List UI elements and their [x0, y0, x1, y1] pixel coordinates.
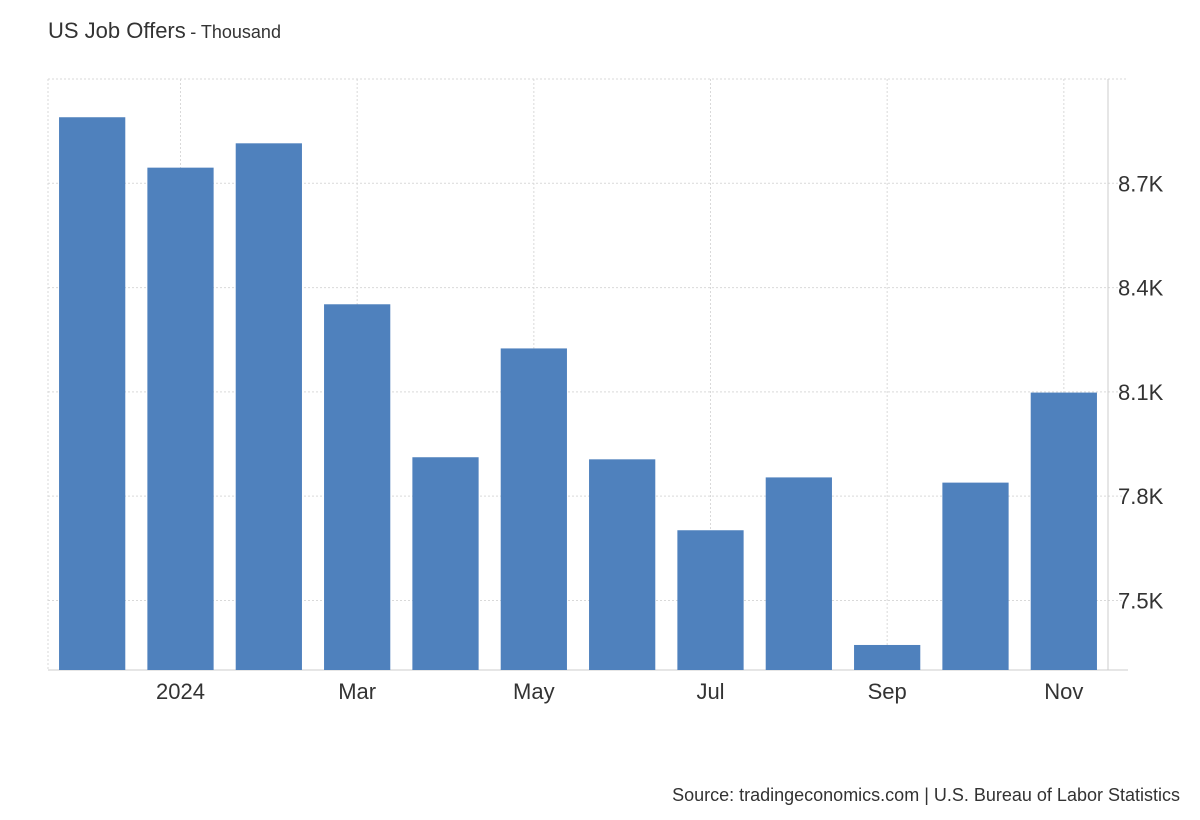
y-tick-label: 7.8K: [1118, 484, 1164, 509]
chart-subtitle: - Thousand: [190, 22, 281, 42]
bar-may-2024[interactable]: [500, 348, 567, 670]
x-tick-label: 2024: [156, 679, 205, 704]
x-tick-label: Nov: [1044, 679, 1083, 704]
bar-feb-2024[interactable]: [235, 143, 302, 671]
y-tick-label: 8.4K: [1118, 276, 1164, 301]
y-tick-label: 8.1K: [1118, 380, 1164, 405]
bar-oct-2024[interactable]: [942, 482, 1009, 670]
bar-apr-2024[interactable]: [412, 457, 479, 670]
x-tick-label: Mar: [338, 679, 376, 704]
bar-jul-2024[interactable]: [677, 530, 744, 670]
bar-jan-2024[interactable]: [147, 167, 214, 670]
y-tick-label: 8.7K: [1118, 171, 1164, 196]
bar-dec-2023[interactable]: [59, 117, 126, 671]
y-tick-label: 7.5K: [1118, 588, 1164, 613]
bar-mar-2024[interactable]: [324, 304, 391, 670]
bar-jun-2024[interactable]: [589, 459, 656, 670]
x-tick-label: Sep: [868, 679, 907, 704]
chart-title-block: US Job Offers - Thousand: [48, 18, 281, 44]
chart-title: US Job Offers: [48, 18, 186, 43]
bar-chart: 7.5K 7.8K 8.1K 8.4K 8.7K 2024 Mar May Jul Sep Nov: [47, 78, 1164, 704]
source-note: Source: tradingeconomics.com | U.S. Bure…: [672, 785, 1180, 805]
bar-sep-2024[interactable]: [854, 644, 921, 670]
x-tick-label: Jul: [696, 679, 724, 704]
bar-aug-2024[interactable]: [765, 477, 832, 670]
bar-nov-2024[interactable]: [1030, 392, 1097, 670]
x-tick-label: May: [513, 679, 555, 704]
